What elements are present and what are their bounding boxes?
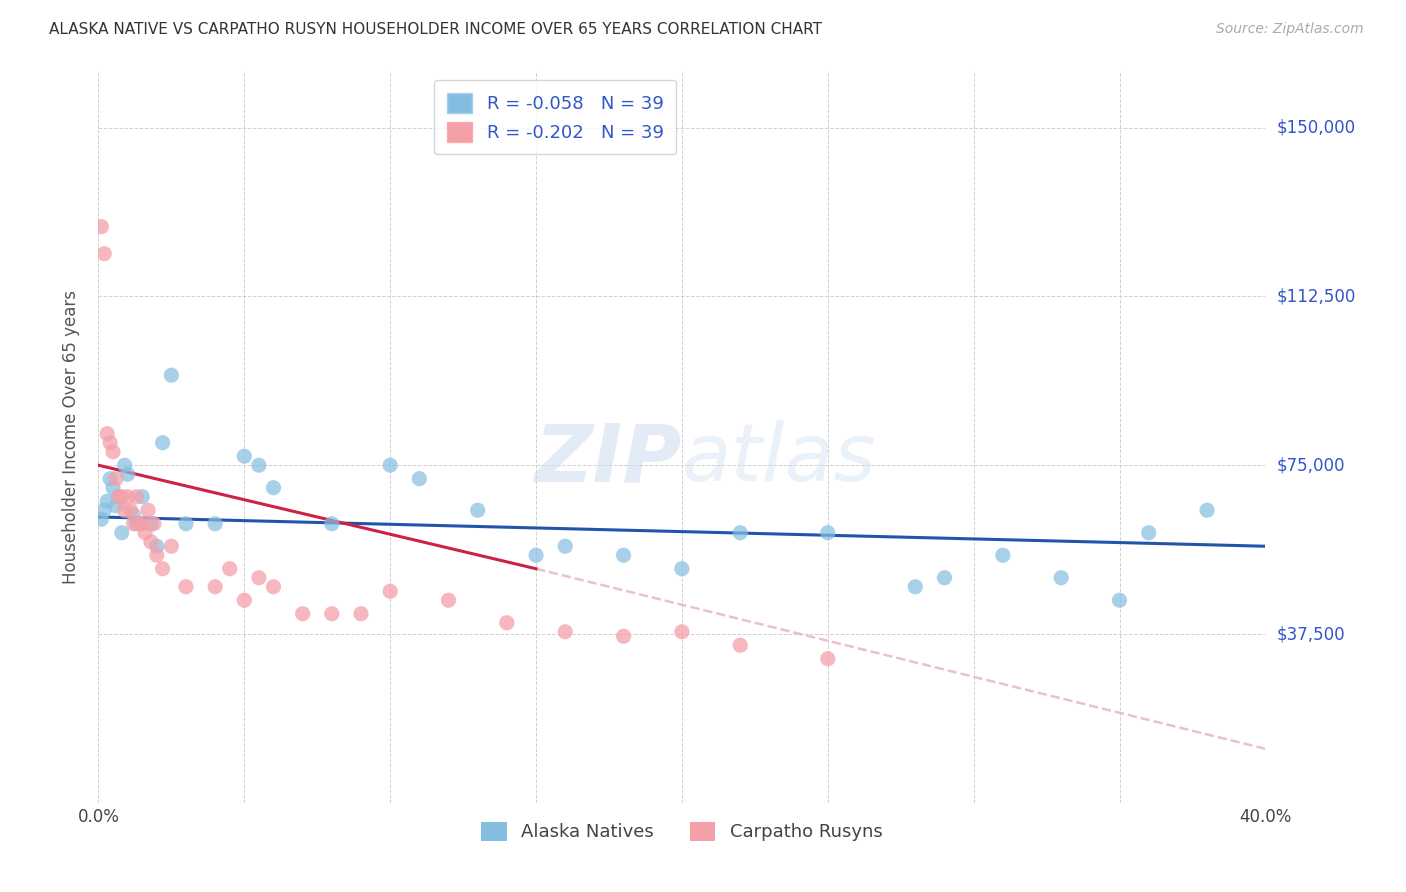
Point [98, 472, 121, 486]
Point [467, 503, 489, 517]
Point [612, 548, 634, 562]
Point [152, 562, 174, 576]
Point [111, 490, 134, 504]
Point [120, 503, 142, 517]
Point [408, 472, 430, 486]
Legend: Alaska Natives, Carpatho Rusyns: Alaska Natives, Carpatho Rusyns [474, 814, 890, 848]
Point [671, 562, 693, 576]
Point [117, 467, 139, 482]
Point [114, 503, 136, 517]
Point [350, 607, 373, 621]
Point [554, 539, 576, 553]
Point [262, 481, 284, 495]
Point [101, 481, 124, 495]
Text: $75,000: $75,000 [1277, 456, 1346, 475]
Point [262, 580, 284, 594]
Point [128, 516, 150, 531]
Point [136, 503, 159, 517]
Point [612, 629, 634, 643]
Point [160, 368, 183, 383]
Point [125, 490, 148, 504]
Text: atlas: atlas [682, 420, 877, 498]
Point [204, 580, 226, 594]
Point [496, 615, 519, 630]
Point [93, 246, 115, 260]
Point [108, 490, 131, 504]
Point [101, 444, 124, 458]
Point [1137, 525, 1160, 540]
Point [131, 516, 153, 531]
Point [247, 571, 270, 585]
Point [817, 525, 839, 540]
Point [380, 458, 402, 473]
Point [174, 580, 197, 594]
Point [108, 490, 131, 504]
Text: $37,500: $37,500 [1277, 625, 1346, 643]
Point [1195, 503, 1218, 517]
Point [904, 580, 927, 594]
Point [122, 516, 145, 531]
Y-axis label: Householder Income Over 65 years: Householder Income Over 65 years [62, 290, 80, 584]
Point [146, 548, 169, 562]
Point [139, 516, 162, 531]
Point [1050, 571, 1073, 585]
Point [146, 539, 169, 553]
Text: $112,500: $112,500 [1277, 287, 1355, 305]
Point [204, 516, 226, 531]
Text: ALASKA NATIVE VS CARPATHO RUSYN HOUSEHOLDER INCOME OVER 65 YEARS CORRELATION CHA: ALASKA NATIVE VS CARPATHO RUSYN HOUSEHOL… [49, 22, 823, 37]
Point [104, 472, 127, 486]
Point [291, 607, 314, 621]
Point [125, 516, 148, 531]
Point [671, 624, 693, 639]
Point [139, 534, 162, 549]
Point [90, 219, 112, 234]
Point [142, 516, 165, 531]
Point [991, 548, 1014, 562]
Point [524, 548, 547, 562]
Point [174, 516, 197, 531]
Point [247, 458, 270, 473]
Point [730, 525, 752, 540]
Point [321, 516, 343, 531]
Point [160, 539, 183, 553]
Point [380, 584, 402, 599]
Point [817, 652, 839, 666]
Point [730, 638, 752, 652]
Point [90, 512, 112, 526]
Point [131, 490, 153, 504]
Point [233, 449, 256, 463]
Point [98, 435, 121, 450]
Point [152, 435, 174, 450]
Point [96, 494, 118, 508]
Text: $150,000: $150,000 [1277, 119, 1355, 136]
Text: Source: ZipAtlas.com: Source: ZipAtlas.com [1216, 22, 1364, 37]
Point [111, 525, 134, 540]
Point [134, 525, 156, 540]
Point [218, 562, 240, 576]
Point [1108, 593, 1130, 607]
Point [117, 490, 139, 504]
Point [437, 593, 460, 607]
Point [114, 458, 136, 473]
Text: ZIP: ZIP [534, 420, 682, 498]
Point [93, 503, 115, 517]
Point [96, 426, 118, 441]
Point [554, 624, 576, 639]
Point [233, 593, 256, 607]
Point [321, 607, 343, 621]
Point [104, 499, 127, 513]
Point [122, 508, 145, 522]
Point [934, 571, 956, 585]
